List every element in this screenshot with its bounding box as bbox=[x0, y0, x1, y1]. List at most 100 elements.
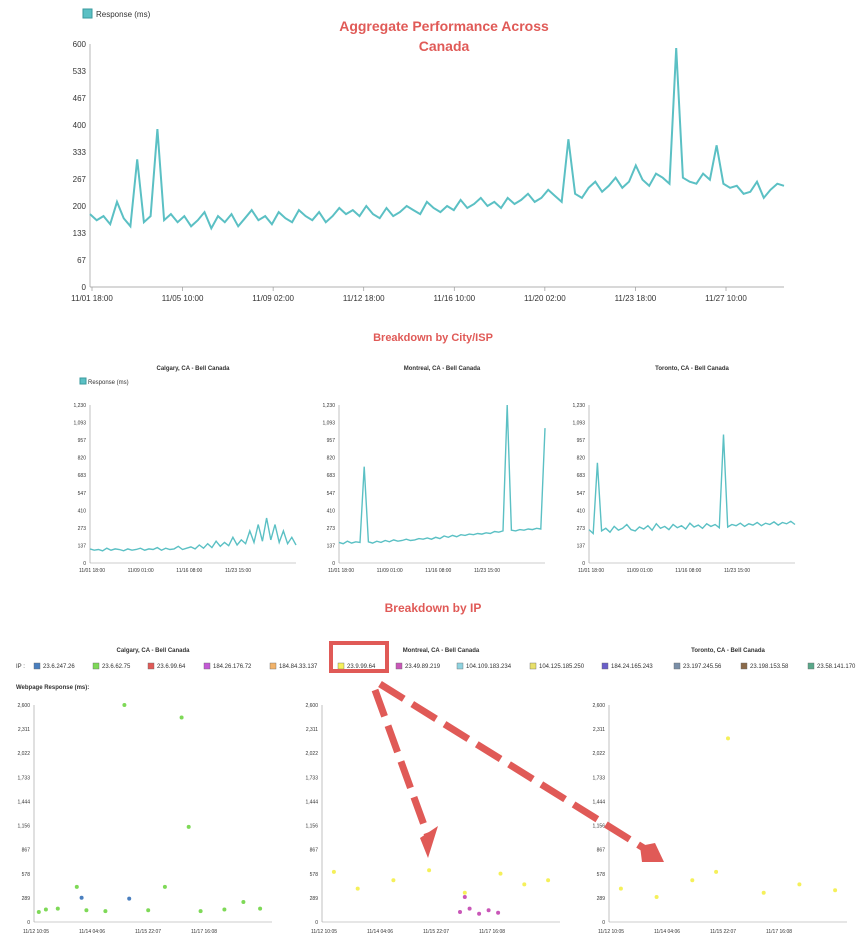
ip-xtick-label: 11/14 04:06 bbox=[367, 929, 393, 935]
ip-legend-item[interactable]: 23.6.62.75 bbox=[102, 664, 131, 670]
main-xtick-label: 11/16 10:00 bbox=[433, 294, 475, 303]
ip-legend-item[interactable]: 23.9.99.64 bbox=[347, 664, 376, 670]
ip-xtick-label: 11/17 16:08 bbox=[191, 929, 217, 935]
city-ytick-label: 957 bbox=[577, 438, 586, 444]
ip-ytick-label: 2,600 bbox=[592, 703, 605, 709]
ip-yaxis-label: Webpage Response (ms): bbox=[16, 685, 89, 691]
ip-scatter-point bbox=[761, 890, 766, 895]
ip-legend-swatch[interactable] bbox=[147, 662, 155, 670]
arrow-to-toronto-head bbox=[640, 843, 664, 862]
ip-legend-swatch[interactable] bbox=[807, 662, 815, 670]
ip-legend-swatch[interactable] bbox=[269, 662, 277, 670]
ip-scatter-point bbox=[36, 910, 41, 914]
ip-scatter-point bbox=[546, 878, 551, 883]
ip-legend-item[interactable]: 104.109.183.234 bbox=[466, 664, 512, 670]
ip-xtick-label: 11/15 22:07 bbox=[135, 929, 161, 935]
ip-xtick-label: 11/14 04:06 bbox=[654, 929, 680, 935]
ip-ytick-label: 1,733 bbox=[305, 775, 318, 781]
ip-legend-item[interactable]: 184.84.33.137 bbox=[279, 664, 318, 670]
ip-legend-item[interactable]: 104.125.185.250 bbox=[539, 664, 585, 670]
ip-xtick-label: 11/12 10:05 bbox=[23, 929, 49, 935]
ip-xtick-label: 11/12 10:05 bbox=[598, 929, 624, 935]
city-ytick-label: 683 bbox=[327, 473, 336, 479]
ip-ytick-label: 2,022 bbox=[17, 751, 30, 757]
main-response-chart: Response (ms) Aggregate Performance Acro… bbox=[71, 8, 785, 303]
ip-legend-item[interactable]: 23.58.141.170 bbox=[817, 664, 856, 670]
ip-ytick-label: 1,444 bbox=[592, 799, 605, 805]
city-xtick-label: 11/23 15:00 bbox=[474, 568, 500, 574]
main-ytick-label: 333 bbox=[73, 148, 87, 157]
ip-legend-swatch[interactable] bbox=[395, 662, 403, 670]
main-ytick-label: 467 bbox=[73, 94, 87, 103]
ip-ytick-label: 2,311 bbox=[306, 727, 318, 733]
main-title-line1: Aggregate Performance Across bbox=[339, 18, 549, 34]
city-ytick-label: 137 bbox=[577, 543, 586, 549]
ip-ytick-label: 1,156 bbox=[592, 824, 605, 830]
ip-ytick-label: 2,600 bbox=[305, 703, 318, 709]
main-ytick-label: 200 bbox=[73, 202, 87, 211]
ip-ytick-label: 2,022 bbox=[592, 751, 605, 757]
ip-xtick-label: 11/17 16:08 bbox=[479, 929, 505, 935]
ip-scatter-point bbox=[74, 884, 79, 889]
city-ytick-label: 547 bbox=[327, 491, 336, 497]
ip-scatter-point bbox=[103, 909, 108, 914]
ip-legend-item[interactable]: 23.198.153.58 bbox=[750, 664, 789, 670]
main-xtick-label: 11/09 02:00 bbox=[252, 294, 294, 303]
ip-xtick-label: 11/14 04:06 bbox=[79, 929, 105, 935]
city-panel-title: Toronto, CA - Bell Canada bbox=[655, 366, 729, 372]
ip-legend-item[interactable]: 184.26.176.72 bbox=[213, 664, 252, 670]
ip-ytick-label: 0 bbox=[602, 920, 605, 926]
ip-legend-item[interactable]: 23.49.89.219 bbox=[405, 664, 441, 670]
ip-legend-swatch[interactable] bbox=[203, 662, 211, 670]
ip-scatter-point bbox=[462, 890, 467, 895]
main-xtick-label: 11/05 10:00 bbox=[162, 294, 204, 303]
ip-scatter-point bbox=[162, 884, 167, 889]
city-response-series bbox=[89, 517, 297, 552]
ip-ytick-label: 578 bbox=[22, 872, 31, 878]
ip-legend-item[interactable]: 23.6.247.26 bbox=[43, 664, 75, 670]
city-response-series bbox=[588, 434, 796, 536]
city-panel-title: Calgary, CA - Bell Canada bbox=[156, 366, 230, 372]
ip-section-heading: Breakdown by IP bbox=[385, 601, 482, 615]
ip-ytick-label: 289 bbox=[310, 896, 319, 902]
city-ytick-label: 820 bbox=[78, 456, 87, 462]
city-response-series bbox=[338, 404, 546, 545]
ip-scatter-point bbox=[833, 888, 838, 893]
ip-scatter-point bbox=[55, 906, 60, 911]
ip-ytick-label: 0 bbox=[27, 920, 30, 926]
city-xtick-label: 11/09 01:00 bbox=[128, 568, 154, 574]
city-panel-title: Montreal, CA - Bell Canada bbox=[404, 366, 481, 372]
city-xtick-label: 11/01 18:00 bbox=[328, 568, 354, 574]
ip-ytick-label: 1,733 bbox=[592, 775, 605, 781]
city-ytick-label: 820 bbox=[327, 456, 336, 462]
main-xtick-label: 11/12 18:00 bbox=[343, 294, 385, 303]
city-ytick-label: 0 bbox=[83, 561, 86, 567]
ip-scatter-point bbox=[179, 715, 184, 720]
arrow-to-toronto-line bbox=[378, 681, 652, 855]
ip-legend-swatch[interactable] bbox=[456, 662, 464, 670]
ip-legend-item[interactable]: 23.197.245.56 bbox=[683, 664, 722, 670]
ip-legend-swatch[interactable] bbox=[601, 662, 609, 670]
city-ytick-label: 273 bbox=[327, 526, 336, 532]
ip-legend-item[interactable]: 184.24.165.243 bbox=[611, 664, 653, 670]
ip-xtick-label: 11/15 22:07 bbox=[710, 929, 736, 935]
ip-scatter-point bbox=[726, 736, 730, 741]
ip-xtick-label: 11/15 22:07 bbox=[423, 929, 449, 935]
ip-legend-swatch[interactable] bbox=[337, 662, 345, 670]
ip-legend-swatch[interactable] bbox=[740, 662, 748, 670]
ip-scatter-point bbox=[331, 869, 336, 874]
ip-legend-swatch[interactable] bbox=[529, 662, 537, 670]
ip-scatter-point bbox=[127, 896, 132, 901]
main-ytick-label: 133 bbox=[73, 229, 87, 238]
ip-panel: Montreal, CA - Bell Canada 0 289 578 867 1,15… bbox=[305, 648, 560, 935]
main-xtick-label: 11/01 18:00 bbox=[71, 294, 113, 303]
main-ytick-label: 267 bbox=[73, 175, 87, 184]
city-xtick-label: 11/16 08:00 bbox=[425, 568, 451, 574]
ip-legend-swatch[interactable] bbox=[33, 662, 41, 670]
ip-legend-item[interactable]: 23.6.99.64 bbox=[157, 664, 186, 670]
ip-legend-swatch[interactable] bbox=[92, 662, 100, 670]
city-xtick-label: 11/23 15:00 bbox=[225, 568, 251, 574]
ip-legend-swatch[interactable] bbox=[673, 662, 681, 670]
city-ytick-label: 1,093 bbox=[73, 421, 86, 427]
